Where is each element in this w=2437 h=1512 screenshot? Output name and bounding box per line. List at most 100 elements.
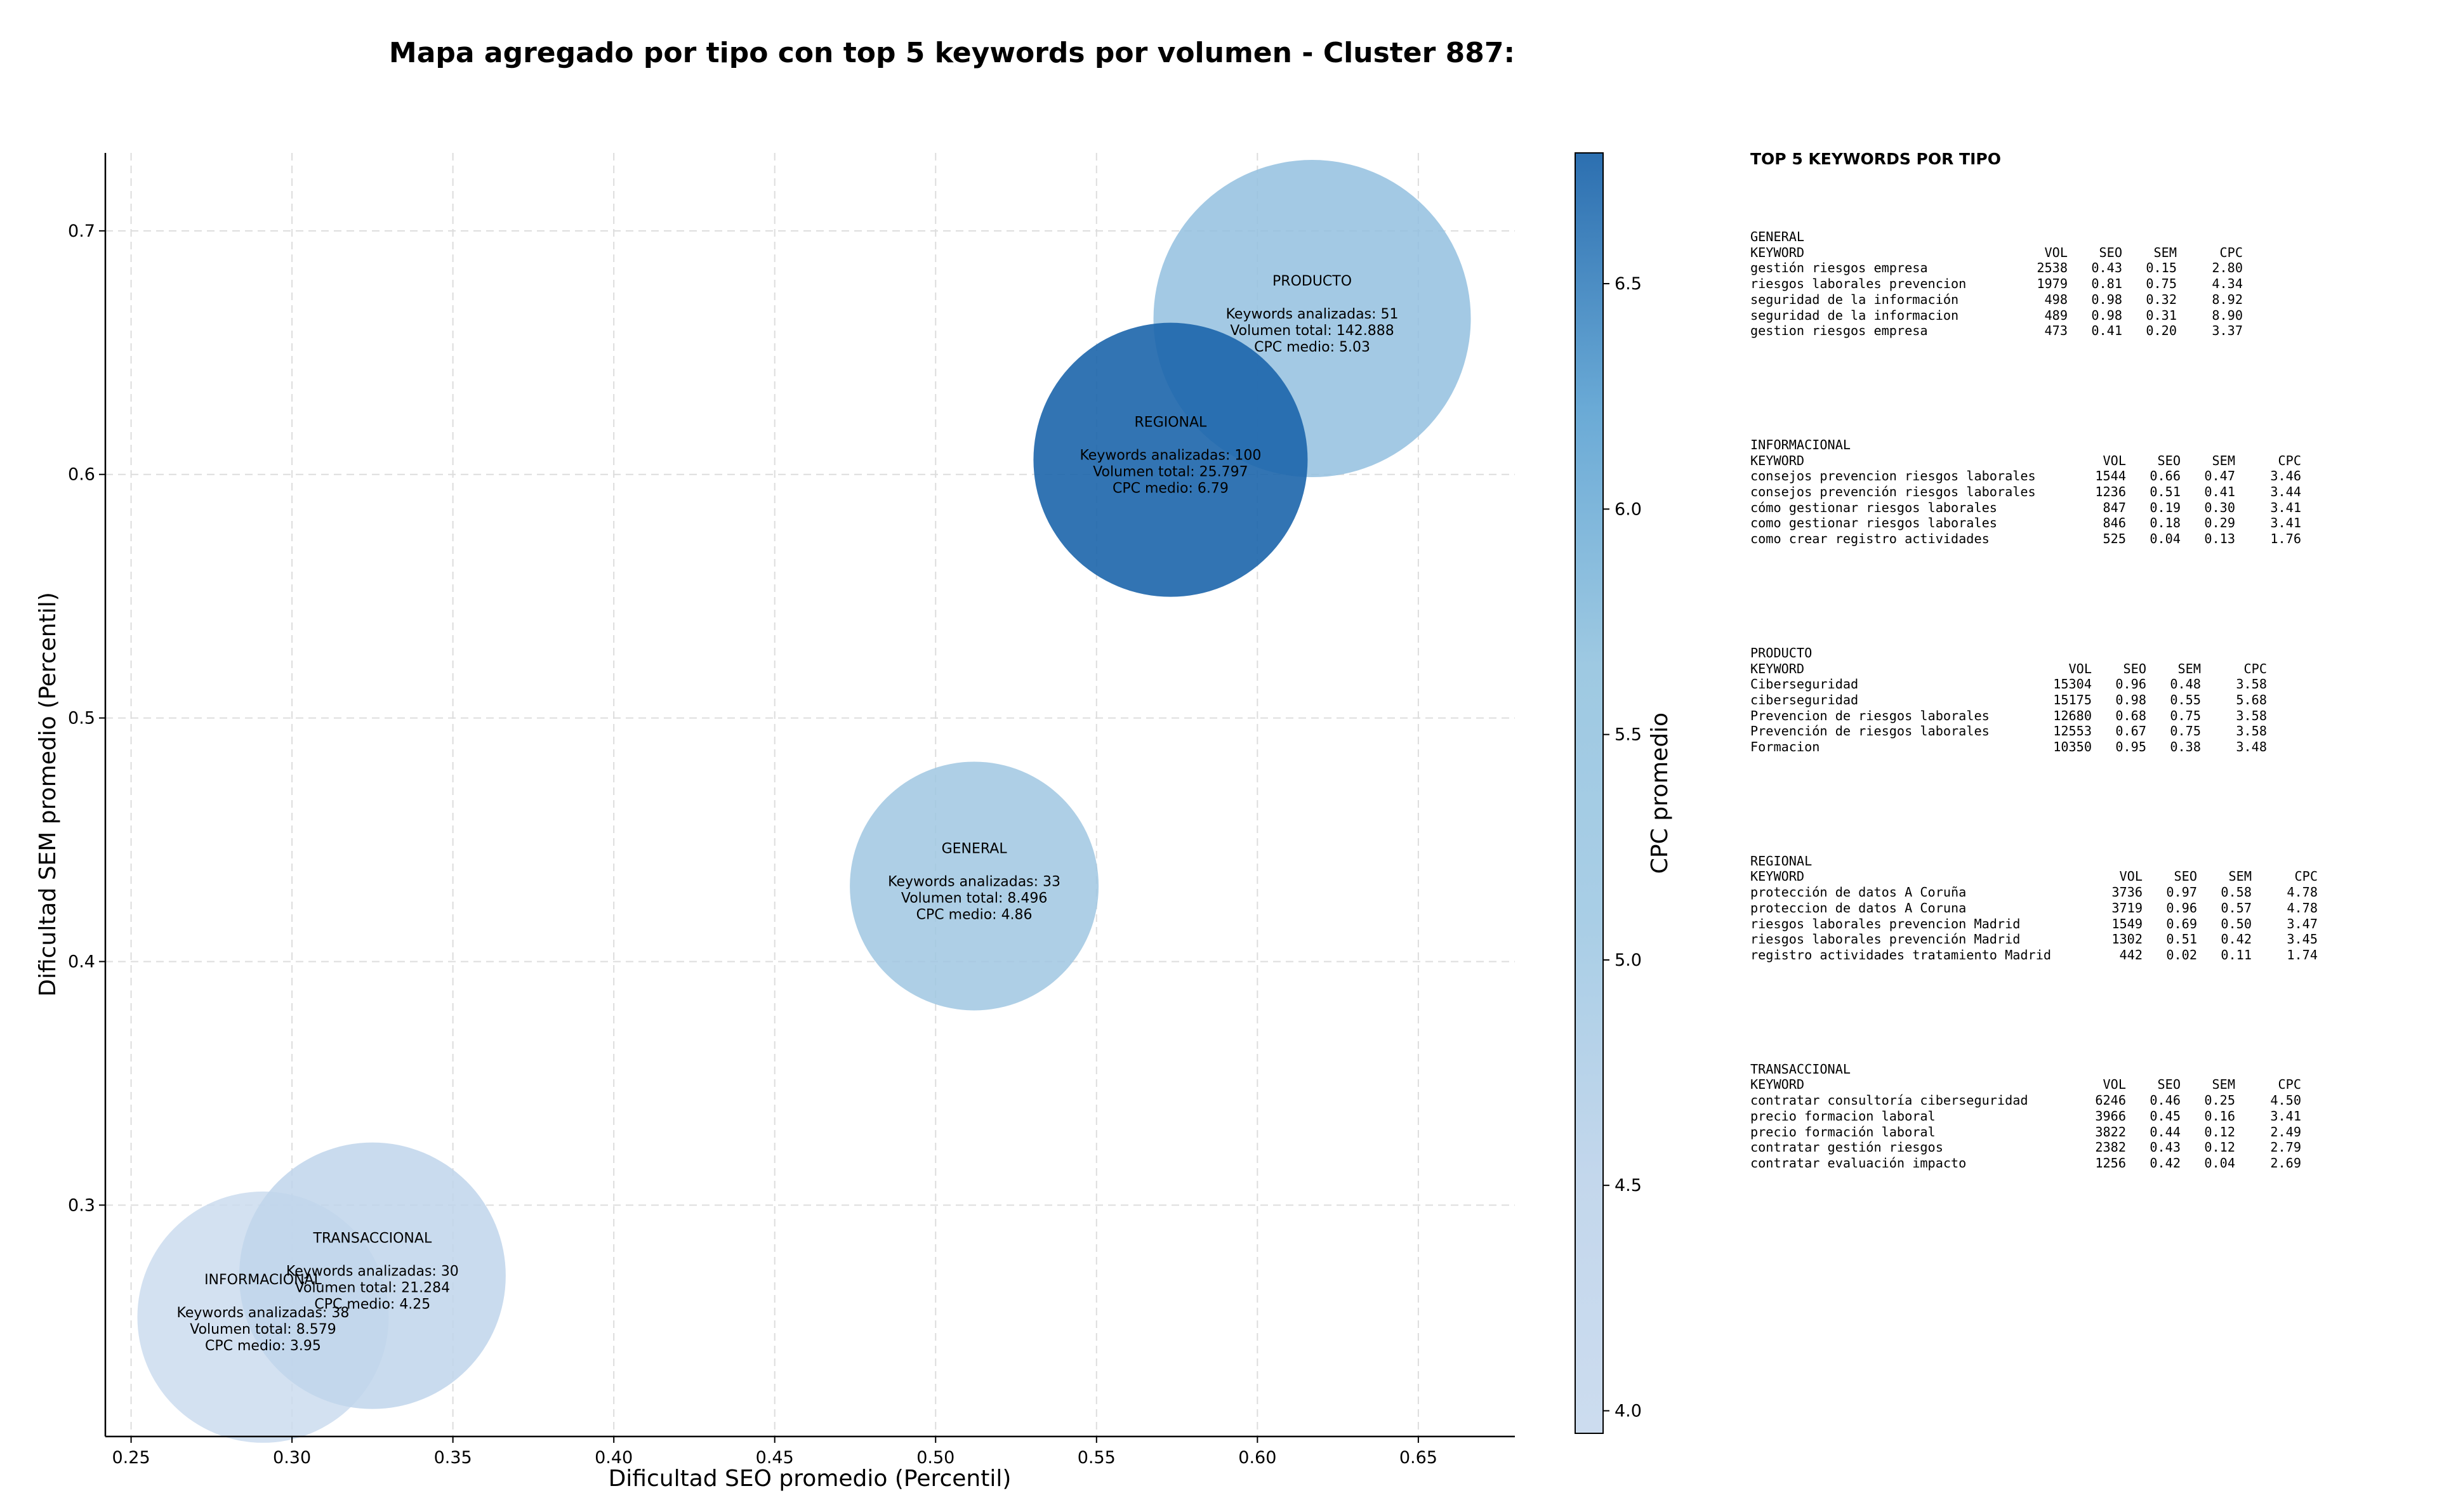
cell-keyword: contratar gestión riesgos	[1750, 1140, 1943, 1155]
cell-cpc: 4.34	[2212, 276, 2243, 292]
cell-sem: 0.04	[2204, 1155, 2235, 1171]
cell-sem: SEM	[2177, 661, 2201, 676]
cell-keyword: consejos prevención riesgos laborales	[1750, 484, 2036, 500]
cell-cpc: 2.80	[2212, 260, 2243, 276]
keyword-table-row: como gestionar riesgos laborales 846 0.18 0…	[1750, 515, 2423, 531]
cell-vol: 846	[2103, 515, 2126, 531]
cell-vol: 525	[2103, 531, 2126, 547]
cell-vol: 473	[2044, 323, 2068, 339]
colorbar-tick-label: 4.0	[1615, 1401, 1642, 1421]
cell-seo: 0.67	[2115, 723, 2146, 739]
x-tick-label: 0.25	[112, 1448, 150, 1468]
bubble-cpc-label: CPC medio: 4.86	[916, 907, 1033, 923]
cell-keyword: cómo gestionar riesgos laborales	[1750, 499, 1997, 515]
chart-title: Mapa agregado por tipo con top 5 keyword…	[388, 37, 1516, 69]
cell-seo: 0.19	[2150, 499, 2181, 515]
cell-sem: 0.38	[2170, 739, 2201, 755]
cell-keyword: Ciberseguridad	[1750, 676, 1859, 692]
cell-seo: SEO	[2099, 244, 2122, 260]
cell-seo: SEO	[2157, 1077, 2181, 1093]
bubble-cpc-label: CPC medio: 4.25	[314, 1297, 430, 1313]
cell-sem: SEM	[2212, 452, 2235, 468]
cell-keyword: precio formacion laboral	[1750, 1108, 1936, 1124]
keyword-table-row: riesgos laborales prevención Madrid 1302 0…	[1750, 931, 2423, 947]
cell-keyword: KEYWORD	[1750, 1077, 1805, 1093]
cell-vol: 12553	[2053, 723, 2092, 739]
cell-sem: 0.48	[2170, 676, 2201, 692]
keyword-table-row: Formacion 10350 0.95 0.38 3.48	[1750, 739, 2423, 755]
cell-vol: 10350	[2053, 739, 2092, 755]
x-tick-label: 0.35	[434, 1448, 472, 1468]
bubble-type-label: GENERAL	[942, 841, 1008, 857]
keyword-table-row: gestion riesgos empresa 473 0.41 0.20 3.37	[1750, 323, 2423, 339]
cell-cpc: 4.78	[2287, 900, 2318, 916]
cell-keyword: proteccion de datos A Coruna	[1750, 900, 1967, 916]
cell-cpc: CPC	[2219, 244, 2243, 260]
cell-keyword: seguridad de la información	[1750, 291, 1959, 307]
cell-keyword: KEYWORD	[1750, 869, 1805, 884]
keyword-table-row: gestión riesgos empresa 2538 0.43 0.15 2.80	[1750, 260, 2423, 276]
x-tick-label: 0.60	[1238, 1448, 1276, 1468]
keyword-table-row: registro actividades tratamiento Madrid 4…	[1750, 947, 2423, 963]
cell-vol: 12680	[2053, 707, 2092, 723]
cell-seo: 0.97	[2166, 884, 2197, 900]
cell-seo: 0.69	[2166, 916, 2197, 931]
cell-cpc: 3.58	[2236, 723, 2267, 739]
colorbar: 4.0 4.5 5.0 5.5 6.0 6.5 CPC promedio	[1575, 152, 1673, 1434]
cell-sem: 0.75	[2170, 723, 2201, 739]
cell-sem: 0.31	[2146, 307, 2177, 323]
keyword-block-type: REGIONAL	[1750, 853, 1813, 869]
bubbles	[137, 160, 1471, 1443]
keyword-table-row: Ciberseguridad 15304 0.96 0.48 3.58	[1750, 676, 2423, 692]
cell-keyword: riesgos laborales prevencion Madrid	[1750, 916, 2021, 931]
keyword-table-row: proteccion de datos A Coruna 3719 0.96 0.57…	[1750, 900, 2423, 916]
cell-sem: 0.58	[2221, 884, 2252, 900]
cell-keyword: contratar consultoría ciberseguridad	[1750, 1093, 2028, 1108]
bubble-cpc-label: CPC medio: 6.79	[1113, 481, 1229, 497]
keyword-table-header: KEYWORD VOL SEO SEM CPC	[1750, 1077, 2423, 1093]
cell-cpc: 3.58	[2236, 676, 2267, 692]
cell-seo: 0.45	[2150, 1108, 2181, 1124]
bubble-volume-label: Volumen total: 8.496	[901, 890, 1047, 906]
cell-seo: 0.04	[2150, 531, 2181, 547]
bubble-volume-label: Volumen total: 8.579	[190, 1322, 336, 1338]
bubble-keywords-label: Keywords analizadas: 100	[1080, 448, 1261, 464]
cell-sem: SEM	[2228, 869, 2252, 884]
x-tick-label: 0.65	[1399, 1448, 1437, 1468]
cell-sem: SEM	[2212, 1077, 2235, 1093]
cell-keyword: Prevención de riesgos laborales	[1750, 723, 1990, 739]
cell-seo: 0.81	[2091, 276, 2122, 292]
cell-keyword: Prevencion de riesgos laborales	[1750, 707, 1990, 723]
keyword-table-row: protección de datos A Coruña 3736 0.97 0.58…	[1750, 884, 2423, 900]
cell-sem: 0.55	[2170, 692, 2201, 707]
y-tick-label: 0.5	[68, 709, 95, 728]
cell-sem: 0.12	[2204, 1124, 2235, 1140]
cell-seo: SEO	[2157, 452, 2181, 468]
cell-vol: 3719	[2111, 900, 2143, 916]
cell-sem: 0.29	[2204, 515, 2235, 531]
cell-cpc: 1.74	[2287, 947, 2318, 963]
y-axis-label: Dificultad SEM promedio (Percentil)	[35, 592, 61, 997]
keyword-block-type: GENERAL	[1750, 229, 1805, 244]
cell-cpc: 1.76	[2270, 531, 2301, 547]
cell-seo: 0.41	[2091, 323, 2122, 339]
cell-cpc: 3.46	[2270, 468, 2301, 484]
cell-vol: 489	[2044, 307, 2068, 323]
cell-cpc: 3.44	[2270, 484, 2301, 500]
keyword-block-general: GENERAL KEYWORD VOL SEO SEM CPC gestión riesgo…	[1750, 229, 2423, 339]
colorbar-tick-label: 4.5	[1615, 1176, 1642, 1195]
cell-vol: 1549	[2111, 916, 2143, 931]
colorbar-gradient	[1575, 152, 1604, 1434]
colorbar-tick-label: 5.5	[1615, 725, 1642, 745]
keyword-table-header: KEYWORD VOL SEO SEM CPC	[1750, 869, 2423, 884]
cell-cpc: 3.58	[2236, 707, 2267, 723]
cell-cpc: 4.50	[2270, 1093, 2301, 1108]
cell-keyword: como crear registro actividades	[1750, 531, 1990, 547]
cell-keyword: registro actividades tratamiento Madrid	[1750, 947, 2052, 963]
cell-keyword: como gestionar riesgos laborales	[1750, 515, 1997, 531]
cell-sem: 0.75	[2170, 707, 2201, 723]
keyword-table-row: riesgos laborales prevencion 1979 0.81 0.75…	[1750, 276, 2423, 292]
cell-seo: 0.43	[2150, 1140, 2181, 1155]
